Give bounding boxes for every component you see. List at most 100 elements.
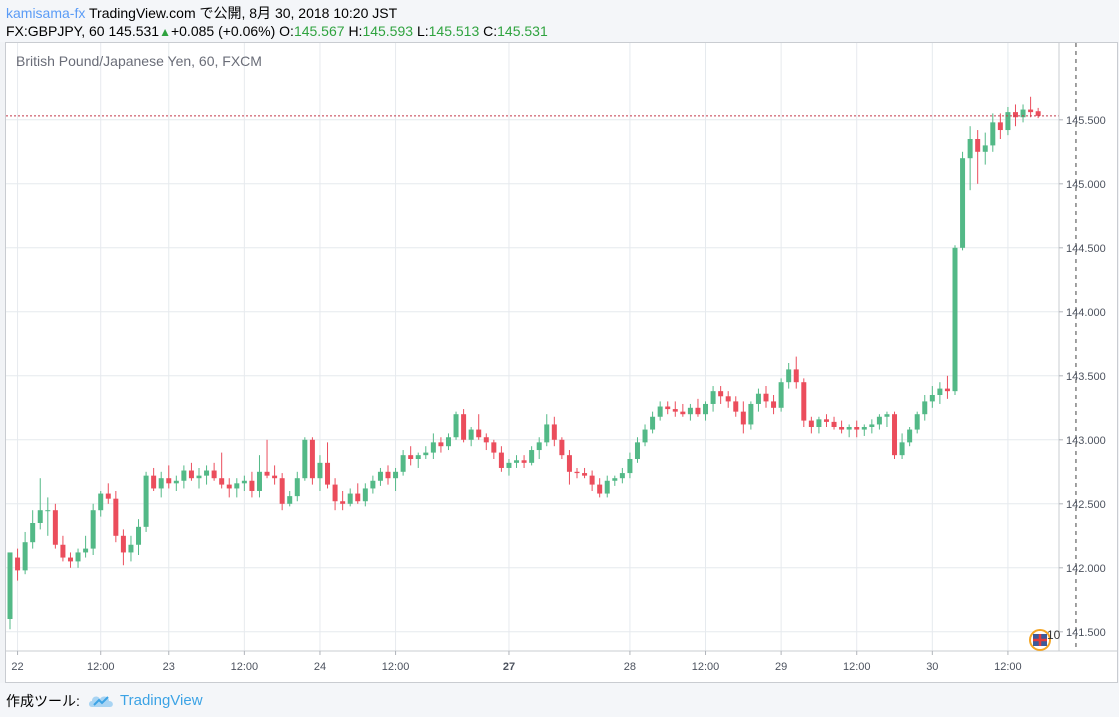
candle-body: [566, 455, 572, 472]
candle-body: [793, 369, 799, 383]
candle-body: [256, 471, 262, 491]
candle-body: [808, 420, 814, 427]
price-label: 145.500: [1066, 115, 1106, 127]
made-with-label: 作成ツール:: [6, 693, 80, 709]
candle-body: [196, 475, 202, 479]
time-label: 12:00: [87, 661, 115, 673]
candle-body: [264, 471, 270, 476]
tradingview-link[interactable]: TradingView: [88, 690, 203, 710]
candle-body: [763, 393, 769, 402]
candle-body: [377, 471, 383, 481]
candle-body: [612, 478, 618, 481]
candle-body: [755, 393, 761, 404]
candle-body: [173, 480, 179, 484]
candle-body: [234, 483, 240, 489]
candle-body: [899, 442, 905, 456]
candle-body: [597, 484, 603, 494]
candle-body: [294, 478, 300, 497]
candle-body: [52, 510, 58, 545]
chart-area[interactable]: 141.500 142.000 142.500 143.000 143.500 144.0…: [5, 42, 1118, 683]
candle-body: [423, 452, 429, 456]
candle-body: [627, 459, 633, 474]
candle-body: [143, 475, 149, 527]
close-value: 145.531: [497, 23, 548, 39]
candle-body: [22, 542, 28, 571]
candle-body: [453, 414, 459, 438]
candle-body: [211, 470, 217, 479]
time-label: 12:00: [692, 661, 720, 673]
author-link[interactable]: kamisama-fx: [6, 5, 86, 21]
candle-body: [15, 557, 21, 571]
time-label: 12:00: [843, 661, 871, 673]
candle-body: [733, 401, 739, 412]
high-label: H:: [348, 23, 363, 39]
candle-body: [430, 442, 436, 453]
candle-body: [718, 391, 724, 397]
candle-body: [1012, 112, 1018, 118]
price-label: 144.000: [1066, 307, 1106, 319]
candle-body: [438, 442, 444, 447]
candle-body: [483, 437, 489, 443]
price-scale[interactable]: 141.500 142.000 142.500 143.000 143.500 144.0…: [1059, 115, 1106, 639]
candle-body: [166, 478, 172, 484]
candle-body: [680, 411, 686, 415]
candle-body: [128, 544, 134, 553]
candle-body: [219, 478, 225, 485]
price-label: 141.500: [1066, 627, 1106, 639]
candle-body: [37, 510, 43, 523]
low-label: L:: [416, 23, 429, 39]
candle-body: [521, 460, 527, 463]
candle-body: [657, 406, 663, 417]
time-label: 22: [11, 661, 23, 673]
candle-body: [491, 442, 497, 453]
candle-body: [1020, 109, 1026, 118]
candle-body: [60, 544, 66, 558]
candle-body: [332, 484, 338, 502]
candle-body: [703, 403, 709, 415]
candle-body: [687, 407, 693, 415]
candle-body: [823, 419, 829, 422]
candle-body: [67, 557, 73, 562]
time-label: 12:00: [382, 661, 410, 673]
candle-body: [309, 439, 315, 479]
candle-body: [997, 122, 1003, 131]
candle-body: [204, 470, 210, 476]
candle-body: [695, 407, 701, 415]
candle-body: [105, 493, 111, 499]
chart-title: British Pound/Japanese Yen, 60, FXCM: [16, 53, 262, 69]
candle-body: [272, 475, 278, 479]
time-label: 24: [314, 661, 326, 673]
time-label: 29: [775, 661, 787, 673]
price-label: 143.000: [1066, 435, 1106, 447]
price-label: 144.500: [1066, 243, 1106, 255]
candlestick-chart[interactable]: 141.500 142.000 142.500 143.000 143.500 144.0…: [6, 43, 1117, 682]
price-label: 142.500: [1066, 499, 1106, 511]
candle-body: [665, 406, 671, 410]
candle-body: [922, 401, 928, 415]
candle-body: [551, 424, 557, 440]
candle-body: [249, 480, 255, 491]
candle-body: [347, 493, 353, 504]
candle-body: [415, 455, 421, 459]
tradingview-cloud-icon: [89, 696, 113, 707]
candle-body: [188, 470, 194, 479]
candle-body: [914, 414, 920, 430]
candle-body: [30, 523, 36, 543]
candle-body: [710, 391, 716, 404]
candle-body: [7, 552, 13, 619]
candle-body: [740, 411, 746, 425]
candle-body: [574, 471, 580, 474]
time-label: 30: [926, 661, 938, 673]
candle-body: [854, 427, 860, 430]
candle-body: [181, 470, 187, 481]
candle-body: [982, 145, 988, 152]
grid: [6, 43, 1059, 651]
time-label: 27: [503, 661, 515, 673]
candle-body: [75, 552, 81, 562]
event-marker[interactable]: 10: [1029, 628, 1061, 651]
time-scale[interactable]: 22 12:00 23 12:00 24 12:00 27 28 12:00 29 12:00 30 1…: [11, 651, 1022, 673]
candle-body: [1035, 111, 1041, 116]
time-label: 12:00: [994, 661, 1022, 673]
candle-body: [778, 382, 784, 408]
candle-body: [302, 439, 308, 479]
